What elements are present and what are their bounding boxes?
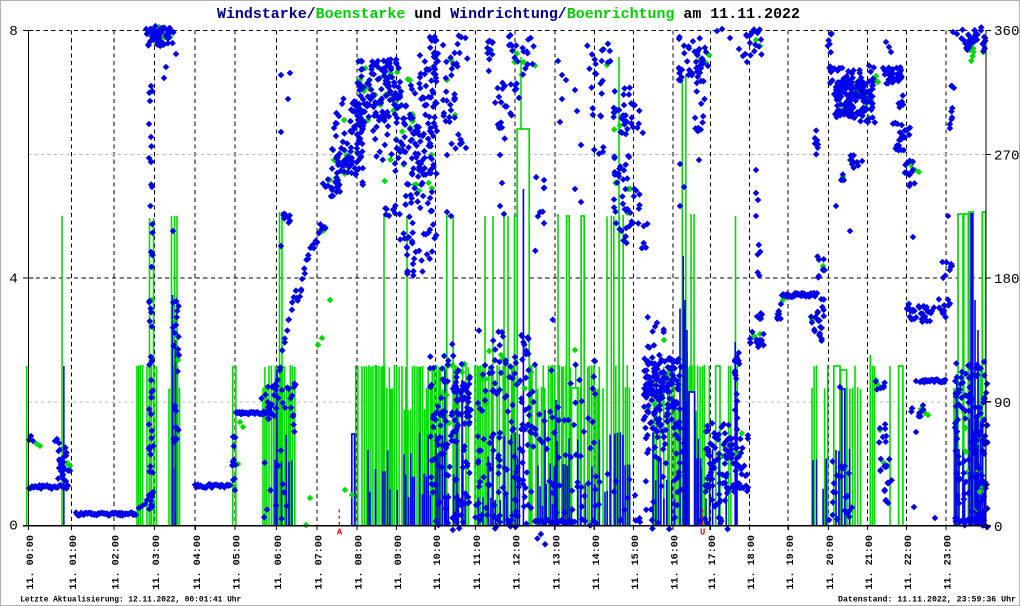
svg-text:11. 16:00: 11. 16:00	[671, 535, 682, 590]
svg-text:11. 20:00: 11. 20:00	[826, 535, 837, 590]
svg-text:11. 17:00: 11. 17:00	[708, 535, 719, 590]
svg-text:90: 90	[994, 396, 1011, 412]
svg-text:Windstarke/Boenstarke und Wind: Windstarke/Boenstarke und Windrichtung/B…	[217, 6, 800, 23]
svg-text:11. 10:00: 11. 10:00	[433, 535, 444, 590]
svg-text:11. 18:00: 11. 18:00	[747, 535, 758, 590]
svg-text:11. 19:00: 11. 19:00	[786, 535, 797, 590]
svg-text:11. 08:00: 11. 08:00	[355, 535, 366, 590]
svg-text:11. 11:00: 11. 11:00	[473, 535, 484, 590]
svg-text:11. 14:00: 11. 14:00	[592, 535, 603, 590]
svg-text:4: 4	[9, 272, 18, 288]
svg-text:0: 0	[9, 519, 18, 535]
svg-text:270: 270	[994, 149, 1020, 165]
svg-text:11. 00:00: 11. 00:00	[26, 535, 37, 590]
svg-text:11. 03:00: 11. 03:00	[152, 535, 163, 590]
svg-text:8: 8	[9, 24, 18, 40]
svg-text:11. 15:00: 11. 15:00	[631, 535, 642, 590]
svg-text:11. 22:00: 11. 22:00	[904, 535, 915, 590]
svg-text:11. 07:00: 11. 07:00	[315, 535, 326, 590]
svg-text:U: U	[700, 527, 705, 537]
svg-text:360: 360	[994, 24, 1020, 40]
svg-text:11. 09:00: 11. 09:00	[394, 535, 405, 590]
svg-text:Datenstand: 11.11.2022, 23:59:: Datenstand: 11.11.2022, 23:59:36 Uhr	[838, 594, 1016, 604]
svg-text:Letzte Aktualisierung: 12.11.2: Letzte Aktualisierung: 12.11.2022, 00:01…	[20, 594, 241, 604]
svg-text:11. 21:00: 11. 21:00	[865, 535, 876, 590]
svg-text:180: 180	[994, 272, 1020, 288]
svg-text:11. 01:00: 11. 01:00	[69, 535, 80, 590]
svg-text:11. 04:00: 11. 04:00	[193, 535, 204, 590]
svg-text:11. 23:00: 11. 23:00	[944, 535, 955, 590]
svg-text:11. 02:00: 11. 02:00	[112, 535, 123, 590]
svg-text:11. 12:00: 11. 12:00	[513, 535, 524, 590]
svg-text:11. 06:00: 11. 06:00	[274, 535, 285, 590]
svg-text:A: A	[337, 527, 343, 537]
svg-text:0: 0	[994, 520, 1003, 536]
svg-text:11. 05:00: 11. 05:00	[233, 535, 244, 590]
svg-text:11. 13:00: 11. 13:00	[552, 535, 563, 590]
